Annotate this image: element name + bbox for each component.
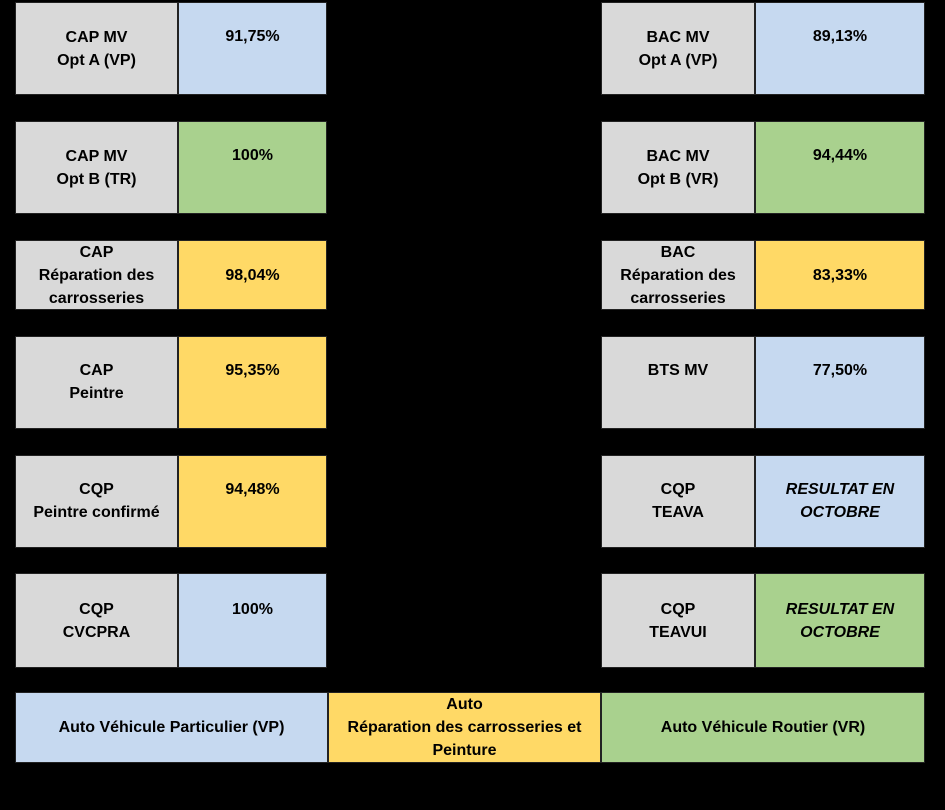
left-row-3-value: 98,04% [178, 240, 327, 310]
left-row-4-value: 95,35% [178, 336, 327, 429]
left-row-5-rate: 94,48% [225, 481, 280, 498]
right-row-6-value: RESULTAT EN OCTOBRE [755, 573, 925, 668]
right-row-2-rate: 94,44% [812, 147, 868, 164]
left-row-3-line2: Réparation des [38, 266, 155, 284]
right-row-3-value: 83,33% [755, 240, 925, 310]
right-row-1-value: 89,13% [755, 2, 925, 95]
left-row-3-line3: carrosseries [48, 289, 145, 307]
right-row-1-label: BAC MV Opt A (VP) [601, 2, 755, 95]
right-row-5-result-line2: OCTOBRE [800, 504, 880, 521]
left-row-1-line1: CAP MV [65, 28, 128, 46]
right-row-3-line2: Réparation des [620, 266, 736, 284]
left-row-6-value: 100% [178, 573, 327, 668]
left-row-4-rate: 95,35% [225, 362, 280, 379]
legend-vr-label: Auto Véhicule Routier (VR) [660, 719, 866, 736]
right-row-3-rate: 83,33% [812, 266, 868, 284]
legend-carrosserie-line3: Peinture [432, 742, 497, 759]
legend-vp-label: Auto Véhicule Particulier (VP) [58, 719, 285, 736]
right-row-2-line1: BAC MV [646, 147, 710, 165]
right-row-6-result-line1: RESULTAT EN [785, 601, 895, 618]
right-row-4-rate: 77,50% [812, 362, 868, 379]
left-row-1-rate: 91,75% [225, 28, 280, 45]
right-row-6-line1: CQP [660, 601, 696, 618]
right-row-1-line1: BAC MV [646, 28, 710, 46]
right-row-5-value: RESULTAT EN OCTOBRE [755, 455, 925, 548]
legend-carrosserie: Auto Réparation des carrosseries et Pein… [328, 692, 601, 763]
left-row-6-rate: 100% [232, 601, 273, 618]
right-row-2-line2: Opt B (VR) [637, 170, 719, 188]
right-row-5-line1: CQP [660, 481, 696, 498]
left-row-2-line1: CAP MV [65, 147, 128, 165]
left-row-4-label: CAP Peintre [15, 336, 178, 429]
left-row-1-value: 91,75% [178, 2, 327, 95]
right-row-6-line2: TEAVUI [649, 624, 707, 641]
left-row-2-rate: 100% [232, 147, 273, 164]
legend-vp: Auto Véhicule Particulier (VP) [15, 692, 328, 763]
left-row-5-line1: CQP [79, 481, 114, 498]
right-row-5-line2: TEAVA [652, 504, 704, 521]
right-row-6-label: CQP TEAVUI [601, 573, 755, 668]
left-row-2-label: CAP MV Opt B (TR) [15, 121, 178, 214]
left-row-4-line1: CAP [79, 362, 114, 379]
left-row-1-label: CAP MV Opt A (VP) [15, 2, 178, 95]
right-row-3-line1: BAC [660, 243, 696, 261]
legend-carrosserie-line2: Réparation des carrosseries et [347, 719, 582, 736]
left-row-3-line1: CAP [79, 243, 114, 261]
right-row-5-label: CQP TEAVA [601, 455, 755, 548]
left-row-2-value: 100% [178, 121, 327, 214]
right-row-1-rate: 89,13% [812, 28, 868, 45]
left-row-4-line2: Peintre [69, 385, 124, 402]
left-row-5-value: 94,48% [178, 455, 327, 548]
right-row-1-line2: Opt A (VP) [638, 51, 718, 69]
right-row-2-label: BAC MV Opt B (VR) [601, 121, 755, 214]
left-row-6-line1: CQP [79, 601, 114, 618]
left-row-3-rate: 98,04% [225, 266, 280, 284]
left-row-6-label: CQP CVCPRA [15, 573, 178, 668]
left-row-2-line2: Opt B (TR) [56, 170, 137, 188]
legend-carrosserie-line1: Auto [446, 696, 483, 713]
left-row-5-line2: Peintre confirmé [33, 504, 160, 521]
left-row-5-label: CQP Peintre confirmé [15, 455, 178, 548]
right-row-4-value: 77,50% [755, 336, 925, 429]
right-row-3-line3: carrosseries [630, 289, 726, 307]
left-row-6-line2: CVCPRA [62, 624, 131, 641]
left-row-3-label: CAP Réparation des carrosseries [15, 240, 178, 310]
right-row-2-value: 94,44% [755, 121, 925, 214]
right-row-4-label: BTS MV [601, 336, 755, 429]
right-row-6-result-line2: OCTOBRE [800, 624, 880, 641]
left-row-1-line2: Opt A (VP) [57, 51, 136, 69]
legend-vr: Auto Véhicule Routier (VR) [601, 692, 925, 763]
right-row-3-label: BAC Réparation des carrosseries [601, 240, 755, 310]
right-row-5-result-line1: RESULTAT EN [785, 481, 895, 498]
right-row-4-line1: BTS MV [647, 362, 709, 379]
